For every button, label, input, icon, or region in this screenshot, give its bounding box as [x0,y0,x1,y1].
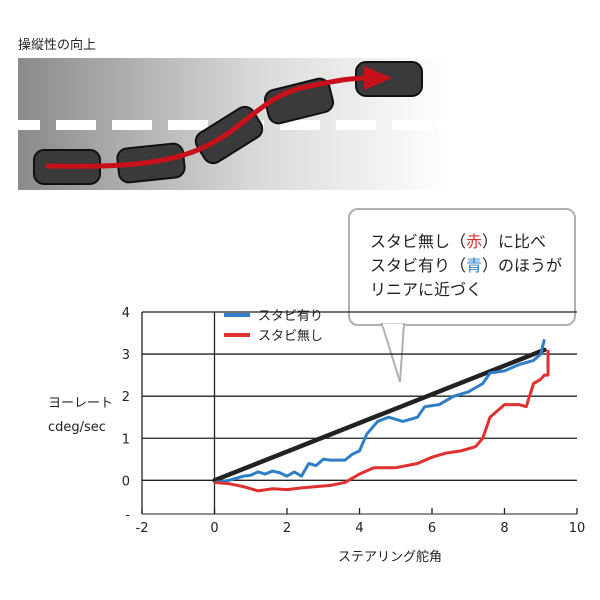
x-tick-label-0: -2 [136,521,149,536]
x-tick-label-5: 8 [500,521,508,536]
x-axis-label: ステアリング舵角 [338,550,443,565]
callout-red-word: 赤 [466,232,483,251]
page-heading: 操縦性の向上 [18,38,97,53]
y-tick-label-5: 4 [122,306,130,321]
linear-reference-line [212,347,547,483]
x-tick-label-3: 4 [355,521,363,536]
car-4 [263,77,335,125]
callout-line-3: リニアに近づく [370,280,483,299]
y-tick-label-2: 1 [122,432,130,447]
x-tick-label-6: 10 [569,521,586,536]
y-axis-label-line-2: cdeg/sec [48,420,106,435]
x-tick-label-1: 0 [210,521,218,536]
arrow-head-icon [364,66,392,90]
callout-line-1: スタビ無し（赤）に比べ [370,232,547,251]
callout-line-2: スタビ有り（青）のほうが [370,256,563,275]
legend-label-1: スタビ無し [258,329,323,344]
series-line-0 [214,338,546,484]
series-line-1 [214,349,550,493]
y-tick-label-1: 0 [122,474,130,489]
y-axis-label-line-1: ヨーレート [48,396,114,411]
y-tick-label-3: 2 [122,390,130,405]
legend-label-0: スタビ有り [258,309,323,324]
callout-bubble: スタビ無し（赤）に比べ スタビ有り（青）のほうが リニアに近づく [348,208,576,326]
callout-blue-word: 青 [466,256,483,275]
x-tick-label-4: 6 [428,521,436,536]
y-tick-label-0: - [125,508,130,523]
trajectory-arrow [45,75,375,169]
y-axis-label: ヨーレート cdeg/sec [48,392,113,440]
x-tick-label-2: 2 [283,521,291,536]
y-tick-label-4: 3 [122,348,130,363]
